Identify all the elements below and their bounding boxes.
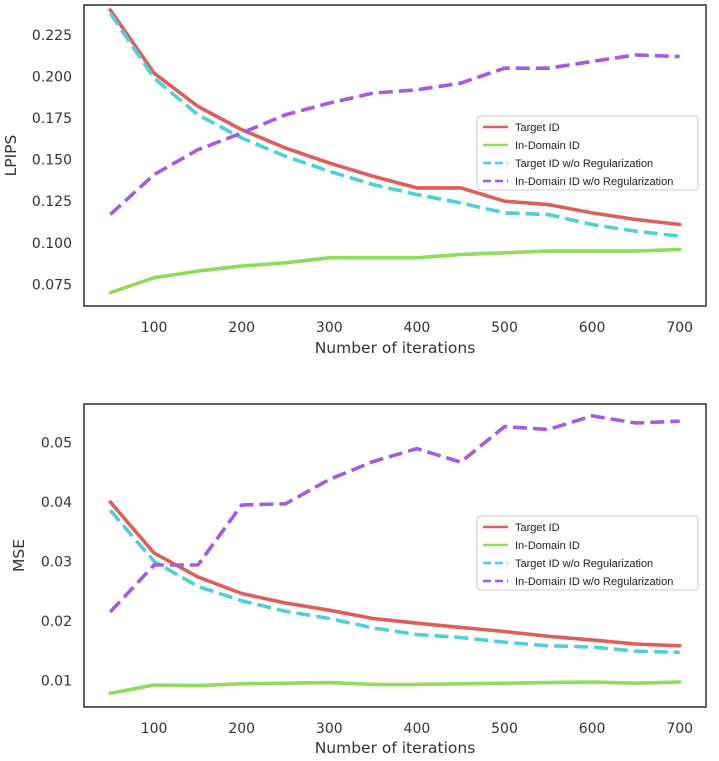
y-tick-label: 0.02 [41,614,72,630]
x-tick-label: 700 [666,320,693,336]
y-tick-label: 0.225 [32,28,72,44]
legend-label-3: Target ID w/o Regularization [515,158,653,170]
legend: Target ID In-Domain ID Target ID w/o Regul… [476,515,699,591]
mse-chart: 100 200 300 400 500 600 700 0.01 0.02 0.03 0.04 0.0… [10,403,707,757]
x-tick-label: 600 [579,320,606,336]
x-tick-label: 500 [491,320,518,336]
y-tick-label: 0.175 [32,111,72,127]
series-line-2 [108,247,682,295]
legend: Target ID In-Domain ID Target ID w/o Regul… [476,115,699,191]
x-tick-label: 500 [491,721,518,737]
legend-label-4: In-Domain ID w/o Regularization [515,176,673,188]
x-tick-label: 300 [316,320,343,336]
x-tick-label: 600 [579,721,606,737]
series-line-3 [108,509,680,655]
x-tick-label: 300 [316,721,343,737]
y-tick-label: 0.03 [41,554,72,570]
x-tick-label: 100 [141,320,168,336]
x-tick-label: 200 [228,320,255,336]
legend-label-4: In-Domain ID w/o Regularization [515,576,673,588]
legend-box [476,515,699,591]
y-axis-title: LPIPS [2,135,20,177]
legend-label-1: Target ID [515,522,560,534]
series-line-4 [108,414,680,614]
x-tick-label: 100 [141,721,168,737]
y-tick-label: 0.075 [32,277,72,293]
legend-box [476,115,699,191]
series-line-3 [108,12,680,238]
series-line-1 [108,8,682,227]
x-tick-label: 700 [666,721,693,737]
x-tick-label: 400 [404,320,431,336]
series-line-4 [109,53,680,216]
lpips-chart: 100 200 300 400 500 600 700 0.075 0.100 0.125 0.15… [2,4,707,357]
y-tick-label: 0.150 [32,153,72,169]
y-axis-title: MSE [10,539,28,572]
legend-label-3: Target ID w/o Regularization [515,558,653,570]
legend-label-1: Target ID [515,122,560,134]
y-tick-label: 0.125 [32,194,72,210]
x-axis-title: Number of iterations [315,339,476,357]
x-tick-label: 200 [228,721,255,737]
series-line-1 [108,500,682,648]
series-line-2 [108,680,682,696]
legend-label-2: In-Domain ID [515,540,580,552]
legend-label-2: In-Domain ID [515,140,580,152]
y-tick-label: 0.04 [41,495,72,511]
y-tick-label: 0.05 [41,436,72,452]
x-tick-label: 400 [404,721,431,737]
x-axis-title: Number of iterations [315,739,476,757]
y-tick-label: 0.01 [41,673,72,689]
y-tick-label: 0.200 [32,70,72,86]
y-tick-label: 0.100 [32,236,72,252]
